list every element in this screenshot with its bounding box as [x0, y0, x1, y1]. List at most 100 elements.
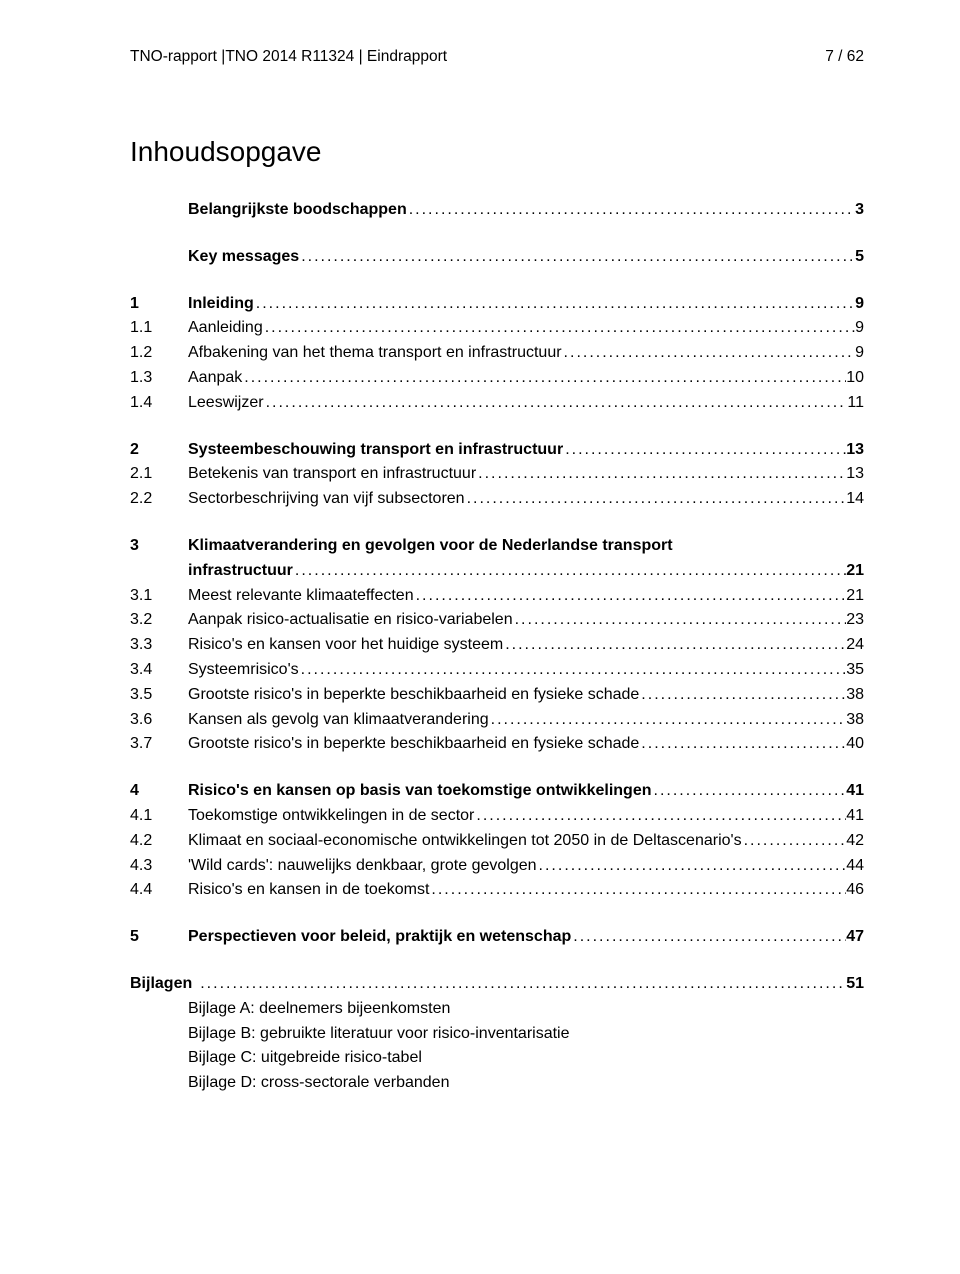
toc-label: Kansen als gevolg van klimaatverandering — [188, 708, 489, 733]
toc-entry-bijlagen: Bijlagen ...............................… — [130, 972, 864, 997]
toc-page: 13 — [846, 438, 864, 463]
toc-page: 10 — [846, 366, 864, 391]
toc-num: 1.4 — [130, 391, 188, 416]
toc-num: 4.1 — [130, 804, 188, 829]
toc-page: 51 — [846, 972, 864, 997]
toc-num: 4.3 — [130, 854, 188, 879]
toc-page: 46 — [846, 878, 864, 903]
toc-entry: 3.4 Systeemrisico's ....................… — [130, 658, 864, 683]
toc-page: 41 — [846, 804, 864, 829]
toc-label: Risico's en kansen op basis van toekomst… — [188, 779, 652, 804]
spacer — [130, 950, 864, 972]
bijlage-item: Bijlage A: deelnemers bijeenkomsten — [188, 997, 864, 1022]
toc-entry: 4.4 Risico's en kansen in de toekomst ..… — [130, 878, 864, 903]
toc-leader: ........................................… — [503, 633, 846, 658]
toc-num: 2 — [130, 438, 188, 463]
toc-leader: ........................................… — [537, 854, 847, 879]
spacer — [130, 903, 864, 925]
toc-label: Aanpak risico-actualisatie en risico-var… — [188, 608, 513, 633]
toc-label: Perspectieven voor beleid, praktijk en w… — [188, 925, 571, 950]
toc-leader: ........................................… — [474, 804, 846, 829]
toc-title: Inhoudsopgave — [130, 136, 864, 168]
toc-num: 3.1 — [130, 584, 188, 609]
toc-num: 4.4 — [130, 878, 188, 903]
toc-page: 11 — [847, 391, 864, 416]
toc-entry: 3.7 Grootste risico's in beperkte beschi… — [130, 732, 864, 757]
toc-page: 38 — [846, 683, 864, 708]
toc-num: 1.2 — [130, 341, 188, 366]
toc-label: Systeembeschouwing transport en infrastr… — [188, 438, 563, 463]
toc-num: 3.4 — [130, 658, 188, 683]
toc-entry: 3 Klimaatverandering en gevolgen voor de… — [130, 534, 864, 559]
toc-entry: 4 Risico's en kansen op basis van toekom… — [130, 779, 864, 804]
toc-num: 3.3 — [130, 633, 188, 658]
spacer — [130, 416, 864, 438]
toc-label: Betekenis van transport en infrastructuu… — [188, 462, 476, 487]
spacer — [130, 757, 864, 779]
toc-label: Aanpak — [188, 366, 242, 391]
toc-label: Bijlagen — [130, 972, 192, 997]
toc-page: 40 — [846, 732, 864, 757]
toc-page: 24 — [846, 633, 864, 658]
toc-label: Leeswijzer — [188, 391, 264, 416]
toc-leader: ........................................… — [652, 779, 847, 804]
toc-entry: 3.6 Kansen als gevolg van klimaatverande… — [130, 708, 864, 733]
toc-leader: ........................................… — [198, 972, 846, 997]
toc-page: 5 — [855, 245, 864, 270]
toc-page: 21 — [846, 584, 864, 609]
toc-num: 3.6 — [130, 708, 188, 733]
bijlage-item: Bijlage C: uitgebreide risico-tabel — [188, 1046, 864, 1071]
toc-label: Klimaat en sociaal-economische ontwikkel… — [188, 829, 742, 854]
toc-leader: ........................................… — [299, 245, 855, 270]
toc-label: Grootste risico's in beperkte beschikbaa… — [188, 683, 639, 708]
toc-entry-continuation: infrastructuur .........................… — [130, 559, 864, 584]
toc-leader: ........................................… — [293, 559, 846, 584]
toc-label: Meest relevante klimaateffecten — [188, 584, 414, 609]
toc-entry: 3.2 Aanpak risico-actualisatie en risico… — [130, 608, 864, 633]
toc-leader: ........................................… — [299, 658, 847, 683]
toc-label: 'Wild cards': nauwelijks denkbaar, grote… — [188, 854, 537, 879]
toc-entry: 1 Inleiding ............................… — [130, 292, 864, 317]
toc-leader: ........................................… — [489, 708, 847, 733]
toc-label: Key messages — [188, 245, 299, 270]
bijlage-list: Bijlage A: deelnemers bijeenkomsten Bijl… — [188, 997, 864, 1096]
toc-page: 35 — [846, 658, 864, 683]
toc-num: 3.2 — [130, 608, 188, 633]
toc-label: Belangrijkste boodschappen — [188, 198, 407, 223]
toc-entry: 1.1 Aanleiding .........................… — [130, 316, 864, 341]
header-left: TNO-rapport |TNO 2014 R11324 | Eindrappo… — [130, 48, 447, 65]
toc-label: Systeemrisico's — [188, 658, 299, 683]
bijlage-item: Bijlage D: cross-sectorale verbanden — [188, 1071, 864, 1096]
toc-page: 42 — [846, 829, 864, 854]
toc-page: 44 — [846, 854, 864, 879]
toc-num: 4.2 — [130, 829, 188, 854]
toc-leader: ........................................… — [563, 438, 846, 463]
toc-label: infrastructuur — [188, 559, 293, 584]
toc-page: 9 — [855, 316, 864, 341]
toc-leader: ........................................… — [562, 341, 856, 366]
page: TNO-rapport |TNO 2014 R11324 | Eindrappo… — [0, 0, 960, 1274]
toc-label: Inleiding — [188, 292, 254, 317]
toc-label: Risico's en kansen in de toekomst — [188, 878, 429, 903]
toc-leader: ........................................… — [742, 829, 847, 854]
toc-num: 3.7 — [130, 732, 188, 757]
bijlage-item: Bijlage B: gebruikte literatuur voor ris… — [188, 1022, 864, 1047]
running-header: TNO-rapport |TNO 2014 R11324 | Eindrappo… — [130, 48, 864, 66]
toc-leader: ........................................… — [242, 366, 846, 391]
toc-leader: ........................................… — [639, 683, 846, 708]
toc-label: Sectorbeschrijving van vijf subsectoren — [188, 487, 465, 512]
toc-leader: ........................................… — [571, 925, 846, 950]
toc-label: Aanleiding — [188, 316, 263, 341]
toc-entry: 2.1 Betekenis van transport en infrastru… — [130, 462, 864, 487]
header-page-number: 7 / 62 — [825, 48, 864, 66]
toc-entry: 4.2 Klimaat en sociaal-economische ontwi… — [130, 829, 864, 854]
toc-page: 47 — [846, 925, 864, 950]
toc-num: 4 — [130, 779, 188, 804]
toc-label: Afbakening van het thema transport en in… — [188, 341, 562, 366]
toc-entry: 2.2 Sectorbeschrijving van vijf subsecto… — [130, 487, 864, 512]
toc-entry: 3.5 Grootste risico's in beperkte beschi… — [130, 683, 864, 708]
toc-entry: Key messages ...........................… — [130, 245, 864, 270]
toc-label: Grootste risico's in beperkte beschikbaa… — [188, 732, 639, 757]
table-of-contents: Belangrijkste boodschappen .............… — [130, 198, 864, 1096]
toc-num: 2.1 — [130, 462, 188, 487]
